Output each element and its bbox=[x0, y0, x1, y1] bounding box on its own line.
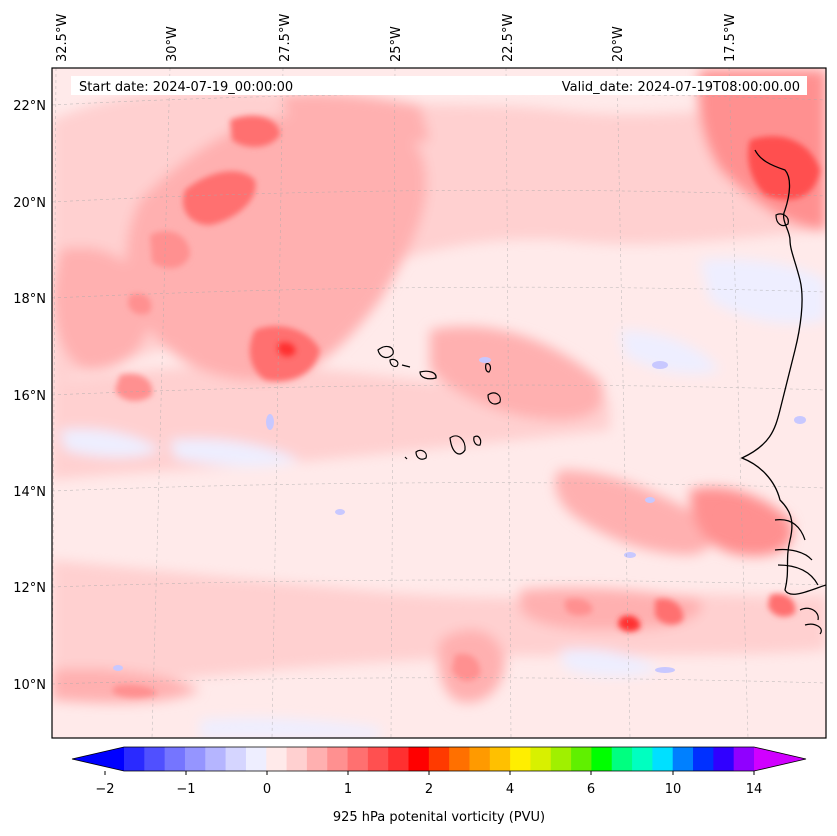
colorbar-swatch bbox=[266, 747, 288, 771]
colorbar-swatch bbox=[632, 747, 653, 771]
latitude-label: 18°N bbox=[13, 292, 46, 307]
colorbar-swatch bbox=[530, 747, 552, 771]
colorbar-tick-label: 4 bbox=[506, 782, 514, 797]
colorbar-swatch bbox=[571, 747, 593, 771]
colorbar-swatch bbox=[469, 747, 491, 771]
longitude-label: 17.5°W bbox=[723, 14, 738, 62]
longitude-label: 25°W bbox=[389, 26, 404, 62]
colorbar-swatch bbox=[713, 747, 735, 771]
colorbar-swatch bbox=[672, 747, 694, 771]
colorbar-swatch bbox=[245, 747, 267, 771]
colorbar-swatch bbox=[449, 747, 471, 771]
colorbar-extend-min bbox=[72, 747, 124, 771]
colorbar-swatch bbox=[591, 747, 613, 771]
vorticity-field bbox=[52, 68, 826, 738]
colorbar-swatch bbox=[388, 747, 410, 771]
longitude-label: 27.5°W bbox=[278, 14, 293, 62]
colorbar-swatch bbox=[611, 747, 633, 771]
colorbar-extend-max bbox=[754, 747, 806, 771]
colorbar-tick-label: 0 bbox=[263, 782, 271, 797]
longitude-label: 32.5°W bbox=[55, 14, 70, 62]
start-date-label: Start date: 2024-07-19_00:00:00 bbox=[79, 80, 293, 95]
colorbar-swatch bbox=[286, 747, 308, 771]
colorbar-outline bbox=[71, 746, 807, 772]
colorbar bbox=[71, 746, 807, 775]
latitude-label: 22°N bbox=[13, 99, 46, 114]
colorbar-tick-labels: −2 −1 0 1 2 4 6 10 14 bbox=[95, 782, 762, 797]
colorbar-swatch bbox=[225, 747, 247, 771]
valid-date-label: Valid_date: 2024-07-19T08:00:00.00 bbox=[562, 80, 800, 95]
colorbar-swatch bbox=[144, 747, 166, 771]
date-info-box bbox=[71, 76, 807, 95]
cape-verde-islands bbox=[377, 345, 501, 460]
longitude-label: 20°W bbox=[611, 26, 626, 62]
colorbar-swatch bbox=[693, 747, 714, 771]
colorbar-tick-label: −1 bbox=[176, 782, 195, 797]
colorbar-swatch bbox=[306, 747, 328, 771]
colorbar-tick-label: −2 bbox=[95, 782, 114, 797]
colorbar-swatch bbox=[733, 747, 755, 771]
colorbar-swatch bbox=[347, 747, 369, 771]
colorbar-swatch bbox=[327, 747, 349, 771]
africa-coastline bbox=[740, 149, 826, 595]
colorbar-tick-label: 1 bbox=[344, 782, 352, 797]
colorbar-swatch bbox=[124, 747, 145, 771]
colorbar-tick-label: 2 bbox=[425, 782, 433, 797]
latitude-labels: 22°N 20°N 18°N 16°N 14°N 12°N 10°N bbox=[13, 99, 46, 693]
map-frame bbox=[51, 67, 827, 739]
colorbar-tick-label: 10 bbox=[665, 782, 682, 797]
latitude-label: 12°N bbox=[13, 581, 46, 596]
colorbar-swatch bbox=[550, 747, 572, 771]
colorbar-swatch bbox=[205, 747, 227, 771]
colorbar-swatch bbox=[164, 747, 186, 771]
latitude-label: 10°N bbox=[13, 678, 46, 693]
colorbar-swatch bbox=[510, 747, 532, 771]
colorbar-title: 925 hPa potenital vorticity (PVU) bbox=[333, 810, 545, 825]
colorbar-swatch bbox=[408, 747, 430, 771]
colorbar-tick-label: 14 bbox=[746, 782, 763, 797]
colorbar-tick-label: 6 bbox=[587, 782, 595, 797]
colorbar-swatch bbox=[428, 747, 450, 771]
latitude-label: 14°N bbox=[13, 485, 46, 500]
longitude-label: 22.5°W bbox=[501, 14, 516, 62]
colorbar-swatch bbox=[489, 747, 511, 771]
colorbar-swatch bbox=[367, 747, 389, 771]
colorbar-swatch bbox=[184, 747, 206, 771]
longitude-label: 30°W bbox=[165, 26, 180, 62]
colorbar-swatch bbox=[652, 747, 674, 771]
latitude-label: 20°N bbox=[13, 196, 46, 211]
longitude-labels: 32.5°W 30°W 27.5°W 25°W 22.5°W 20°W 17.5… bbox=[55, 14, 738, 62]
latitude-label: 16°N bbox=[13, 389, 46, 404]
